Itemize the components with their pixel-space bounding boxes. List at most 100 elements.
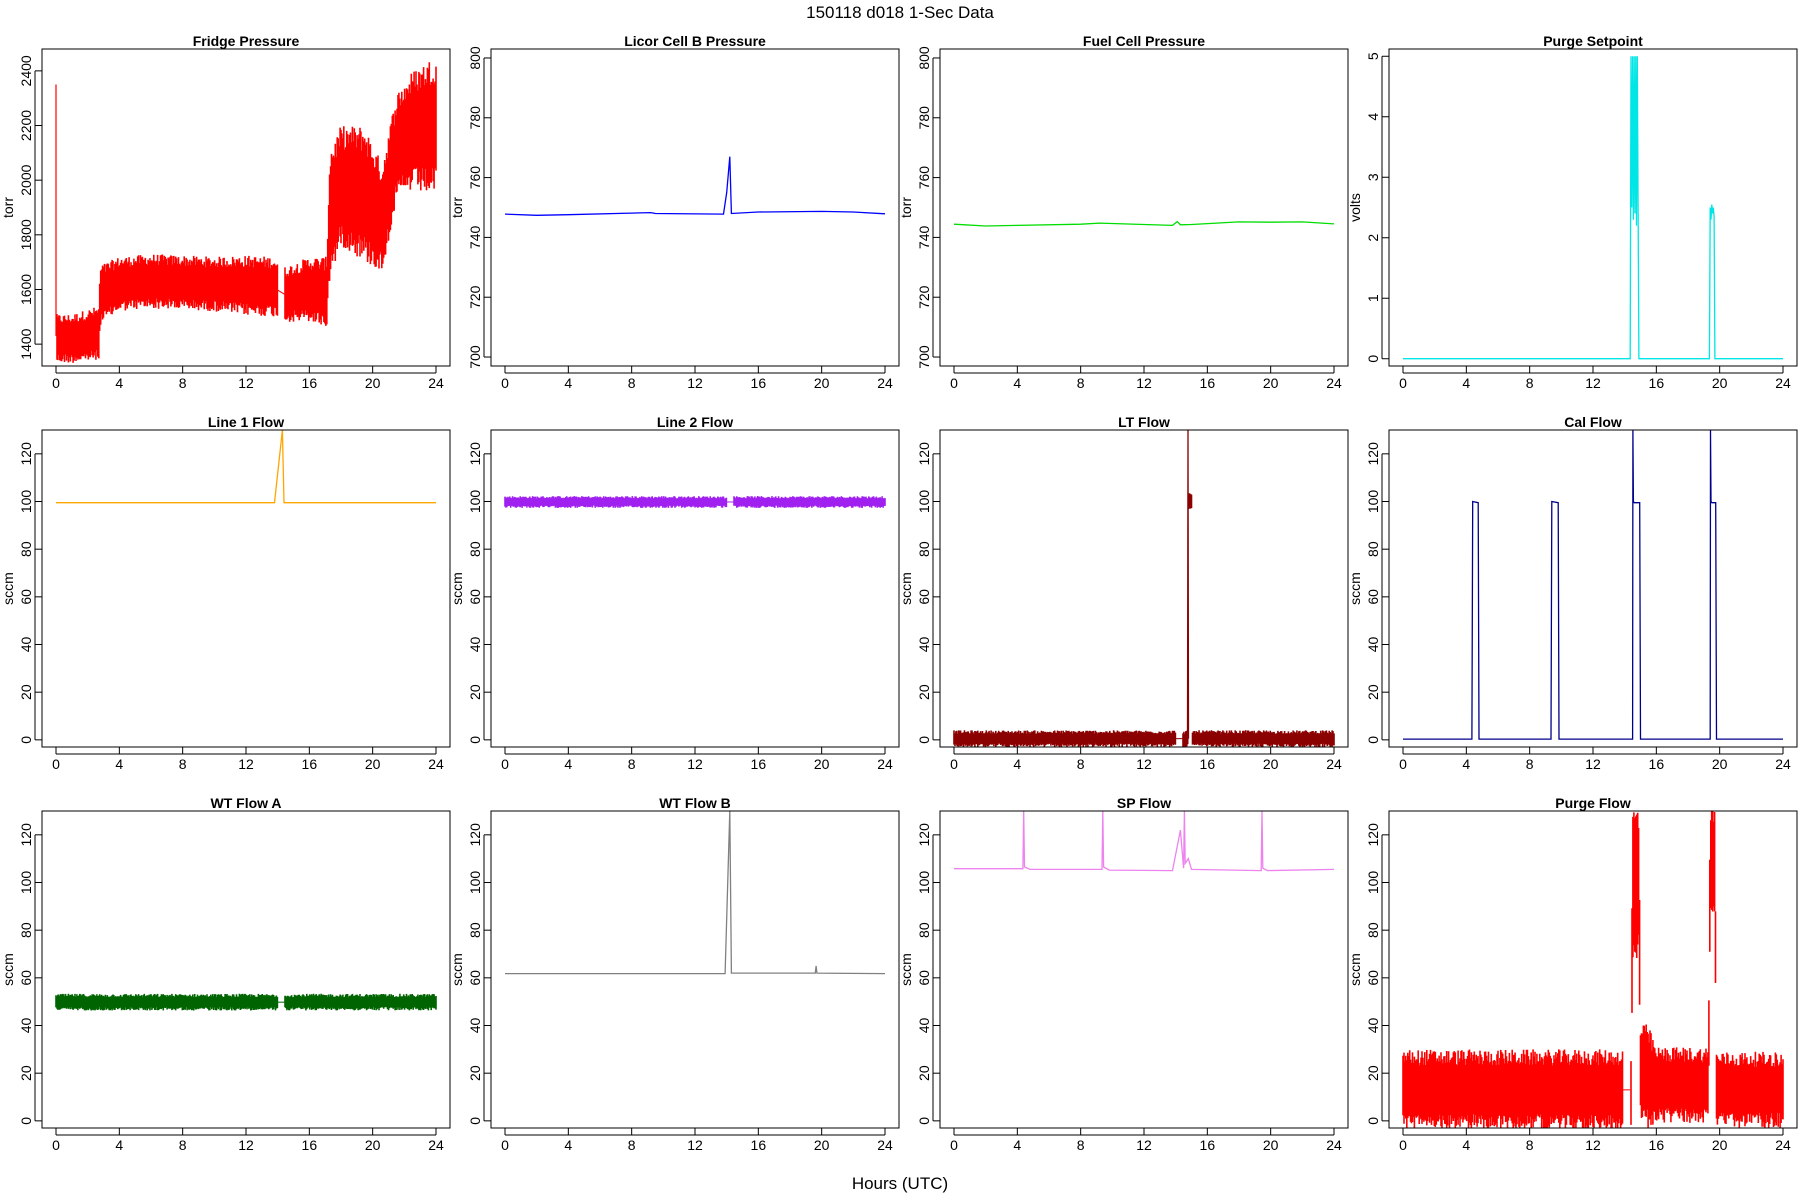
data-layer: [504, 156, 886, 216]
x-tick-label: 8: [179, 1137, 187, 1153]
y-tick-label: 780: [916, 106, 932, 130]
x-tick-label: 16: [1649, 375, 1665, 391]
panel: Purge Flow sccm 0 4 8 12 16 20 24 0 20 40 60 80 100 120: [1347, 795, 1798, 1153]
x-tick-label: 12: [238, 1137, 254, 1153]
x-tick-label: 8: [628, 375, 636, 391]
x-tick-label: 8: [1077, 1137, 1085, 1153]
x-tick-label: 16: [751, 375, 767, 391]
y-tick-label: 780: [467, 106, 483, 130]
y-tick-label: 20: [18, 684, 34, 700]
x-tick-label: 20: [365, 375, 381, 391]
x-tick-label: 4: [564, 756, 572, 772]
data-line: [505, 811, 886, 975]
y-tick-label: 2000: [18, 164, 34, 195]
x-tick-label: 12: [1585, 756, 1601, 772]
y-tick-label: 80: [467, 922, 483, 938]
x-tick-label: 8: [179, 756, 187, 772]
y-axis-label: torr: [0, 197, 16, 218]
x-tick-label: 24: [877, 375, 893, 391]
y-tick-label: 80: [916, 922, 932, 938]
panel: Cal Flow sccm 0 4 8 12 16 20 24 0 20 40 60 80 100 120: [1347, 414, 1798, 772]
y-tick-label: 80: [1365, 541, 1381, 557]
data-line: [1403, 56, 1783, 360]
y-tick-label: 1600: [18, 274, 34, 305]
y-tick-label: 40: [1365, 1018, 1381, 1034]
x-tick-label: 20: [814, 756, 830, 772]
x-tick-label: 12: [1585, 1137, 1601, 1153]
panel-title: Cal Flow: [1564, 414, 1622, 430]
data-line: [953, 220, 1335, 227]
data-layer: [504, 496, 886, 508]
y-axis-label: sccm: [1347, 953, 1363, 986]
x-tick-label: 8: [1526, 1137, 1534, 1153]
x-tick-label: 24: [428, 375, 444, 391]
x-tick-label: 20: [365, 1137, 381, 1153]
x-tick-label: 20: [814, 375, 830, 391]
x-tick-label: 8: [628, 1137, 636, 1153]
x-tick-label: 24: [1775, 756, 1791, 772]
data-layer: [1403, 430, 1783, 740]
y-tick-label: 700: [916, 345, 932, 369]
panel: SP Flow sccm 0 4 8 12 16 20 24 0 20 40 60 80 100 120: [898, 795, 1349, 1153]
x-tick-label: 8: [1526, 756, 1534, 772]
y-tick-label: 120: [916, 442, 932, 466]
x-tick-label: 16: [302, 375, 318, 391]
y-tick-label: 40: [467, 1018, 483, 1034]
data-line: [954, 811, 1335, 872]
x-tick-label: 24: [1326, 1137, 1342, 1153]
y-tick-label: 720: [467, 285, 483, 309]
x-tick-label: 0: [1399, 1137, 1407, 1153]
y-tick-label: 100: [1365, 871, 1381, 895]
y-tick-label: 100: [18, 871, 34, 895]
y-tick-label: 40: [18, 1018, 34, 1034]
x-tick-label: 20: [1263, 756, 1279, 772]
panel: Fridge Pressure torr 0 4 8 12 16 20 24 1400 1600 18…: [0, 33, 451, 391]
x-tick-label: 4: [1013, 1137, 1021, 1153]
x-tick-label: 4: [1013, 756, 1021, 772]
x-tick-label: 0: [501, 375, 509, 391]
data-line: [56, 430, 436, 504]
data-layer: [56, 430, 436, 504]
y-tick-label: 60: [467, 589, 483, 605]
x-tick-label: 12: [687, 375, 703, 391]
y-tick-label: 20: [1365, 684, 1381, 700]
x-tick-label: 0: [501, 1137, 509, 1153]
y-tick-label: 80: [18, 922, 34, 938]
x-tick-label: 0: [52, 756, 60, 772]
y-axis-label: sccm: [1347, 572, 1363, 605]
x-tick-label: 0: [1399, 375, 1407, 391]
y-tick-label: 740: [467, 226, 483, 250]
y-tick-label: 5: [1365, 52, 1381, 60]
x-tick-label: 4: [115, 375, 123, 391]
y-axis-label: sccm: [898, 572, 914, 605]
y-tick-label: 20: [18, 1065, 34, 1081]
x-tick-label: 24: [1775, 1137, 1791, 1153]
y-tick-label: 120: [1365, 823, 1381, 847]
figure-x-axis-label: Hours (UTC): [852, 1174, 948, 1193]
x-tick-label: 0: [950, 1137, 958, 1153]
x-tick-label: 0: [52, 1137, 60, 1153]
x-tick-label: 12: [687, 756, 703, 772]
x-tick-label: 12: [1585, 375, 1601, 391]
y-axis-label: torr: [898, 197, 914, 218]
panel-title: SP Flow: [1117, 795, 1171, 811]
data-layer: [1403, 56, 1783, 360]
panel: Licor Cell B Pressure torr 0 4 8 12 16 20 24 700 7…: [449, 33, 900, 391]
y-tick-label: 100: [467, 871, 483, 895]
panel: Line 1 Flow sccm 0 4 8 12 16 20 24 0 20 40 60 80 100 12…: [0, 414, 451, 772]
y-tick-label: 80: [18, 541, 34, 557]
y-tick-label: 60: [916, 970, 932, 986]
x-tick-label: 24: [428, 756, 444, 772]
y-tick-label: 1: [1365, 294, 1381, 302]
y-tick-label: 0: [1365, 736, 1381, 744]
x-tick-label: 0: [501, 756, 509, 772]
x-tick-label: 4: [1462, 1137, 1470, 1153]
x-tick-label: 12: [1136, 756, 1152, 772]
panel-title: Purge Setpoint: [1543, 33, 1643, 49]
data-layer: [953, 430, 1335, 747]
data-layer: [505, 811, 886, 975]
y-tick-label: 0: [916, 1117, 932, 1125]
data-line: [1403, 430, 1783, 740]
